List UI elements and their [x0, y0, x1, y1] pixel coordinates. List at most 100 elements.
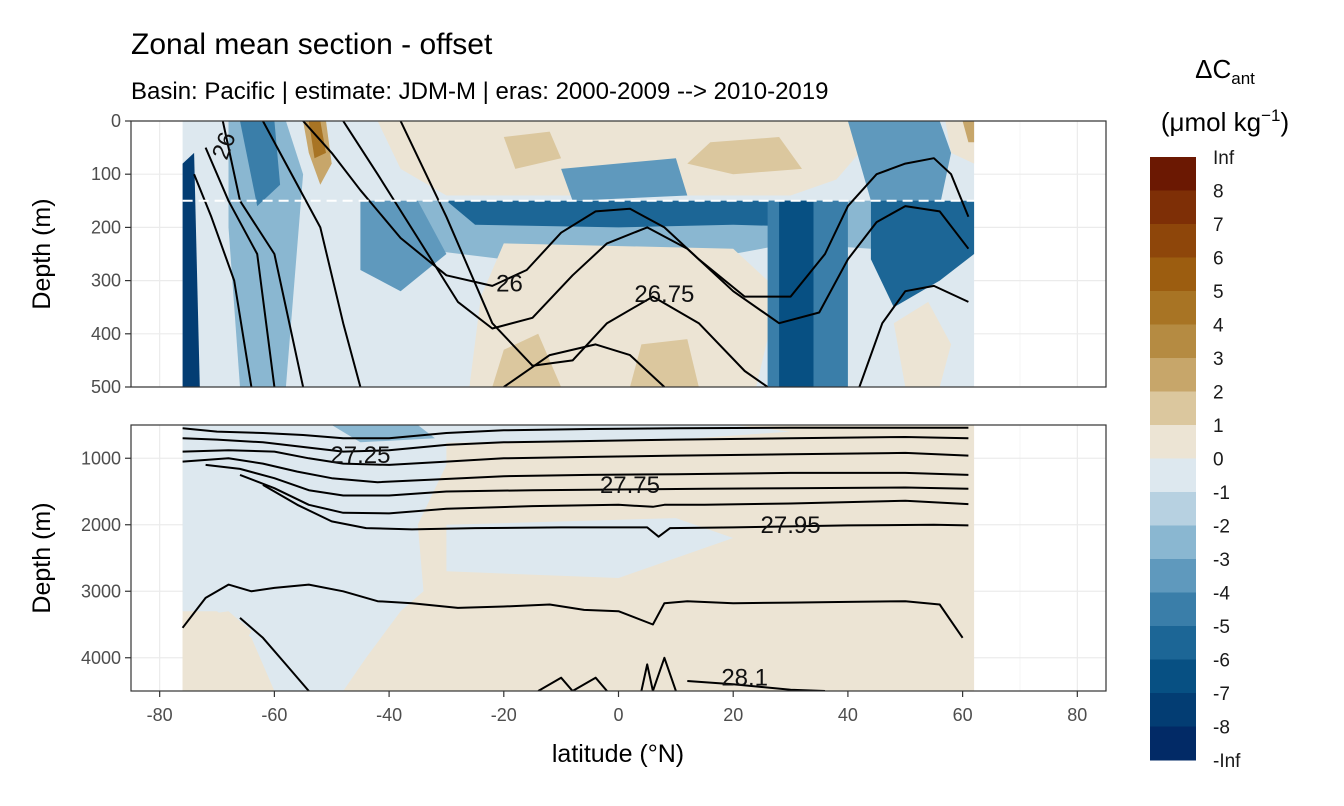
y-tick-label: 400 [91, 324, 121, 344]
legend-unit-main: (μmol kg [1161, 107, 1261, 137]
isopycnal-line [182, 449, 969, 466]
x-axis-ticks: -80 -60 -40 -20 0 20 40 60 80 [147, 691, 1087, 725]
y-tick-label: 100 [91, 164, 121, 184]
contour-label: 26.75 [634, 281, 694, 308]
x-tick-label: -60 [261, 705, 287, 725]
legend-swatch [1150, 224, 1196, 258]
y-tick-label: 4000 [81, 648, 121, 668]
legend-label: -Inf [1213, 751, 1241, 772]
legend-label: 8 [1213, 182, 1224, 203]
legend-unit: (μmol kg−1) [1161, 106, 1289, 137]
legend-label: 4 [1213, 316, 1224, 337]
legend-swatch [1150, 726, 1196, 761]
legend-swatch [1150, 559, 1196, 593]
lower-panel: 1000 2000 3000 4000 [81, 424, 1107, 692]
y-tick-label: 300 [91, 271, 121, 291]
x-tick-label: -20 [491, 705, 517, 725]
legend-swatch [1150, 190, 1196, 225]
isopycnal-line [205, 463, 969, 497]
legend-labels: Inf 8 7 6 5 4 3 2 1 0 -1 -2 -3 -4 -5 -6 -7 -8 -Inf [1213, 148, 1241, 772]
legend-swatch [1150, 324, 1196, 359]
legend-swatch [1150, 693, 1196, 727]
legend-swatch [1150, 592, 1196, 627]
field-blue-knot [561, 158, 688, 201]
upper-panel: 0 100 200 300 400 500 [91, 111, 1107, 397]
legend-swatch [1150, 425, 1196, 459]
legend-swatch [1150, 291, 1196, 325]
x-axis-title: latitude (°N) [552, 740, 684, 768]
x-tick-label: 40 [838, 705, 858, 725]
legend-swatch [1150, 391, 1196, 426]
isopycnal-line [858, 284, 969, 387]
field-blue-mid [360, 200, 447, 292]
legend-label: Inf [1213, 148, 1235, 169]
isopycnal-line [687, 680, 826, 691]
isopycnal-line [182, 436, 969, 453]
legend-unit-end: ) [1280, 107, 1289, 137]
upper-y-ticks: 0 100 200 300 400 500 [91, 111, 131, 397]
y-tick-label: 3000 [81, 581, 121, 601]
isopycnal-line [262, 484, 969, 538]
legend-swatch [1150, 157, 1196, 191]
field-blue-mid-deep [446, 518, 734, 578]
isopycnal-line [239, 617, 310, 691]
legend-title: ΔCant [1195, 54, 1255, 88]
field-beige-north [893, 301, 952, 387]
isopycnal-line [221, 121, 305, 387]
field-beige-deep [469, 243, 780, 387]
field-blue-south-core [240, 121, 281, 207]
legend-label: -4 [1213, 584, 1230, 605]
field-brown-core [308, 121, 326, 159]
field-darkblue-band [446, 200, 825, 228]
y-tick-label: 500 [91, 377, 121, 397]
isopycnal-line [193, 173, 253, 387]
contour-label: 28.1 [721, 665, 768, 692]
legend-label: -2 [1213, 517, 1230, 538]
x-tick-label: -80 [147, 705, 173, 725]
legend-swatch [1150, 659, 1196, 694]
legend-label: 3 [1213, 349, 1224, 370]
legend-label: 1 [1213, 416, 1224, 437]
x-tick-label: 20 [723, 705, 743, 725]
chart-subtitle: Basin: Pacific | estimate: JDM-M | eras:… [131, 78, 828, 105]
legend-label: -3 [1213, 550, 1230, 571]
contour-label: 27.25 [330, 442, 390, 469]
isopycnal-line [204, 147, 276, 387]
field-blue-south [228, 121, 304, 387]
y-tick-label: 200 [91, 217, 121, 237]
x-tick-label: 60 [953, 705, 973, 725]
legend-label: 7 [1213, 215, 1224, 236]
upper-panel-border [130, 120, 1107, 388]
legend-title-main: ΔC [1195, 54, 1231, 84]
field-blue-north-surface [847, 121, 952, 207]
field-beige-patch [687, 137, 802, 175]
y-tick-label: 2000 [81, 515, 121, 535]
isopycnal-line [181, 583, 964, 639]
x-tick-label: -40 [376, 705, 402, 725]
isopycnal-line [503, 343, 666, 387]
color-legend: ΔCant (μmol kg−1) Inf 8 7 6 5 4 3 2 1 0 -1 -2 -3 -4 -5… [1150, 54, 1289, 772]
field-blue-north-deep [870, 200, 975, 308]
field-blue-north-core [779, 200, 814, 387]
legend-label: -1 [1213, 483, 1230, 504]
legend-label: -6 [1213, 651, 1230, 672]
contour-label: 27.95 [761, 512, 821, 539]
legend-swatch [1150, 626, 1196, 660]
isopycnal-line [182, 457, 969, 484]
lower-y-ticks: 1000 2000 3000 4000 [81, 448, 131, 668]
isopycnal-line [262, 121, 362, 387]
upper-isopycnals [193, 121, 970, 387]
isopycnal-line [342, 121, 970, 330]
legend-unit-sup: −1 [1261, 106, 1280, 125]
y-tick-label: 0 [111, 111, 121, 131]
legend-label: -5 [1213, 617, 1230, 638]
isopycnal-line [182, 426, 969, 440]
legend-swatch [1150, 525, 1196, 560]
legend-label: 6 [1213, 249, 1224, 270]
y-axis-title-upper: Depth (m) [28, 198, 56, 309]
field-beige-deep-patch [630, 339, 699, 387]
x-tick-label: 80 [1067, 705, 1087, 725]
y-tick-label: 1000 [81, 448, 121, 468]
legend-swatches [1150, 157, 1196, 761]
